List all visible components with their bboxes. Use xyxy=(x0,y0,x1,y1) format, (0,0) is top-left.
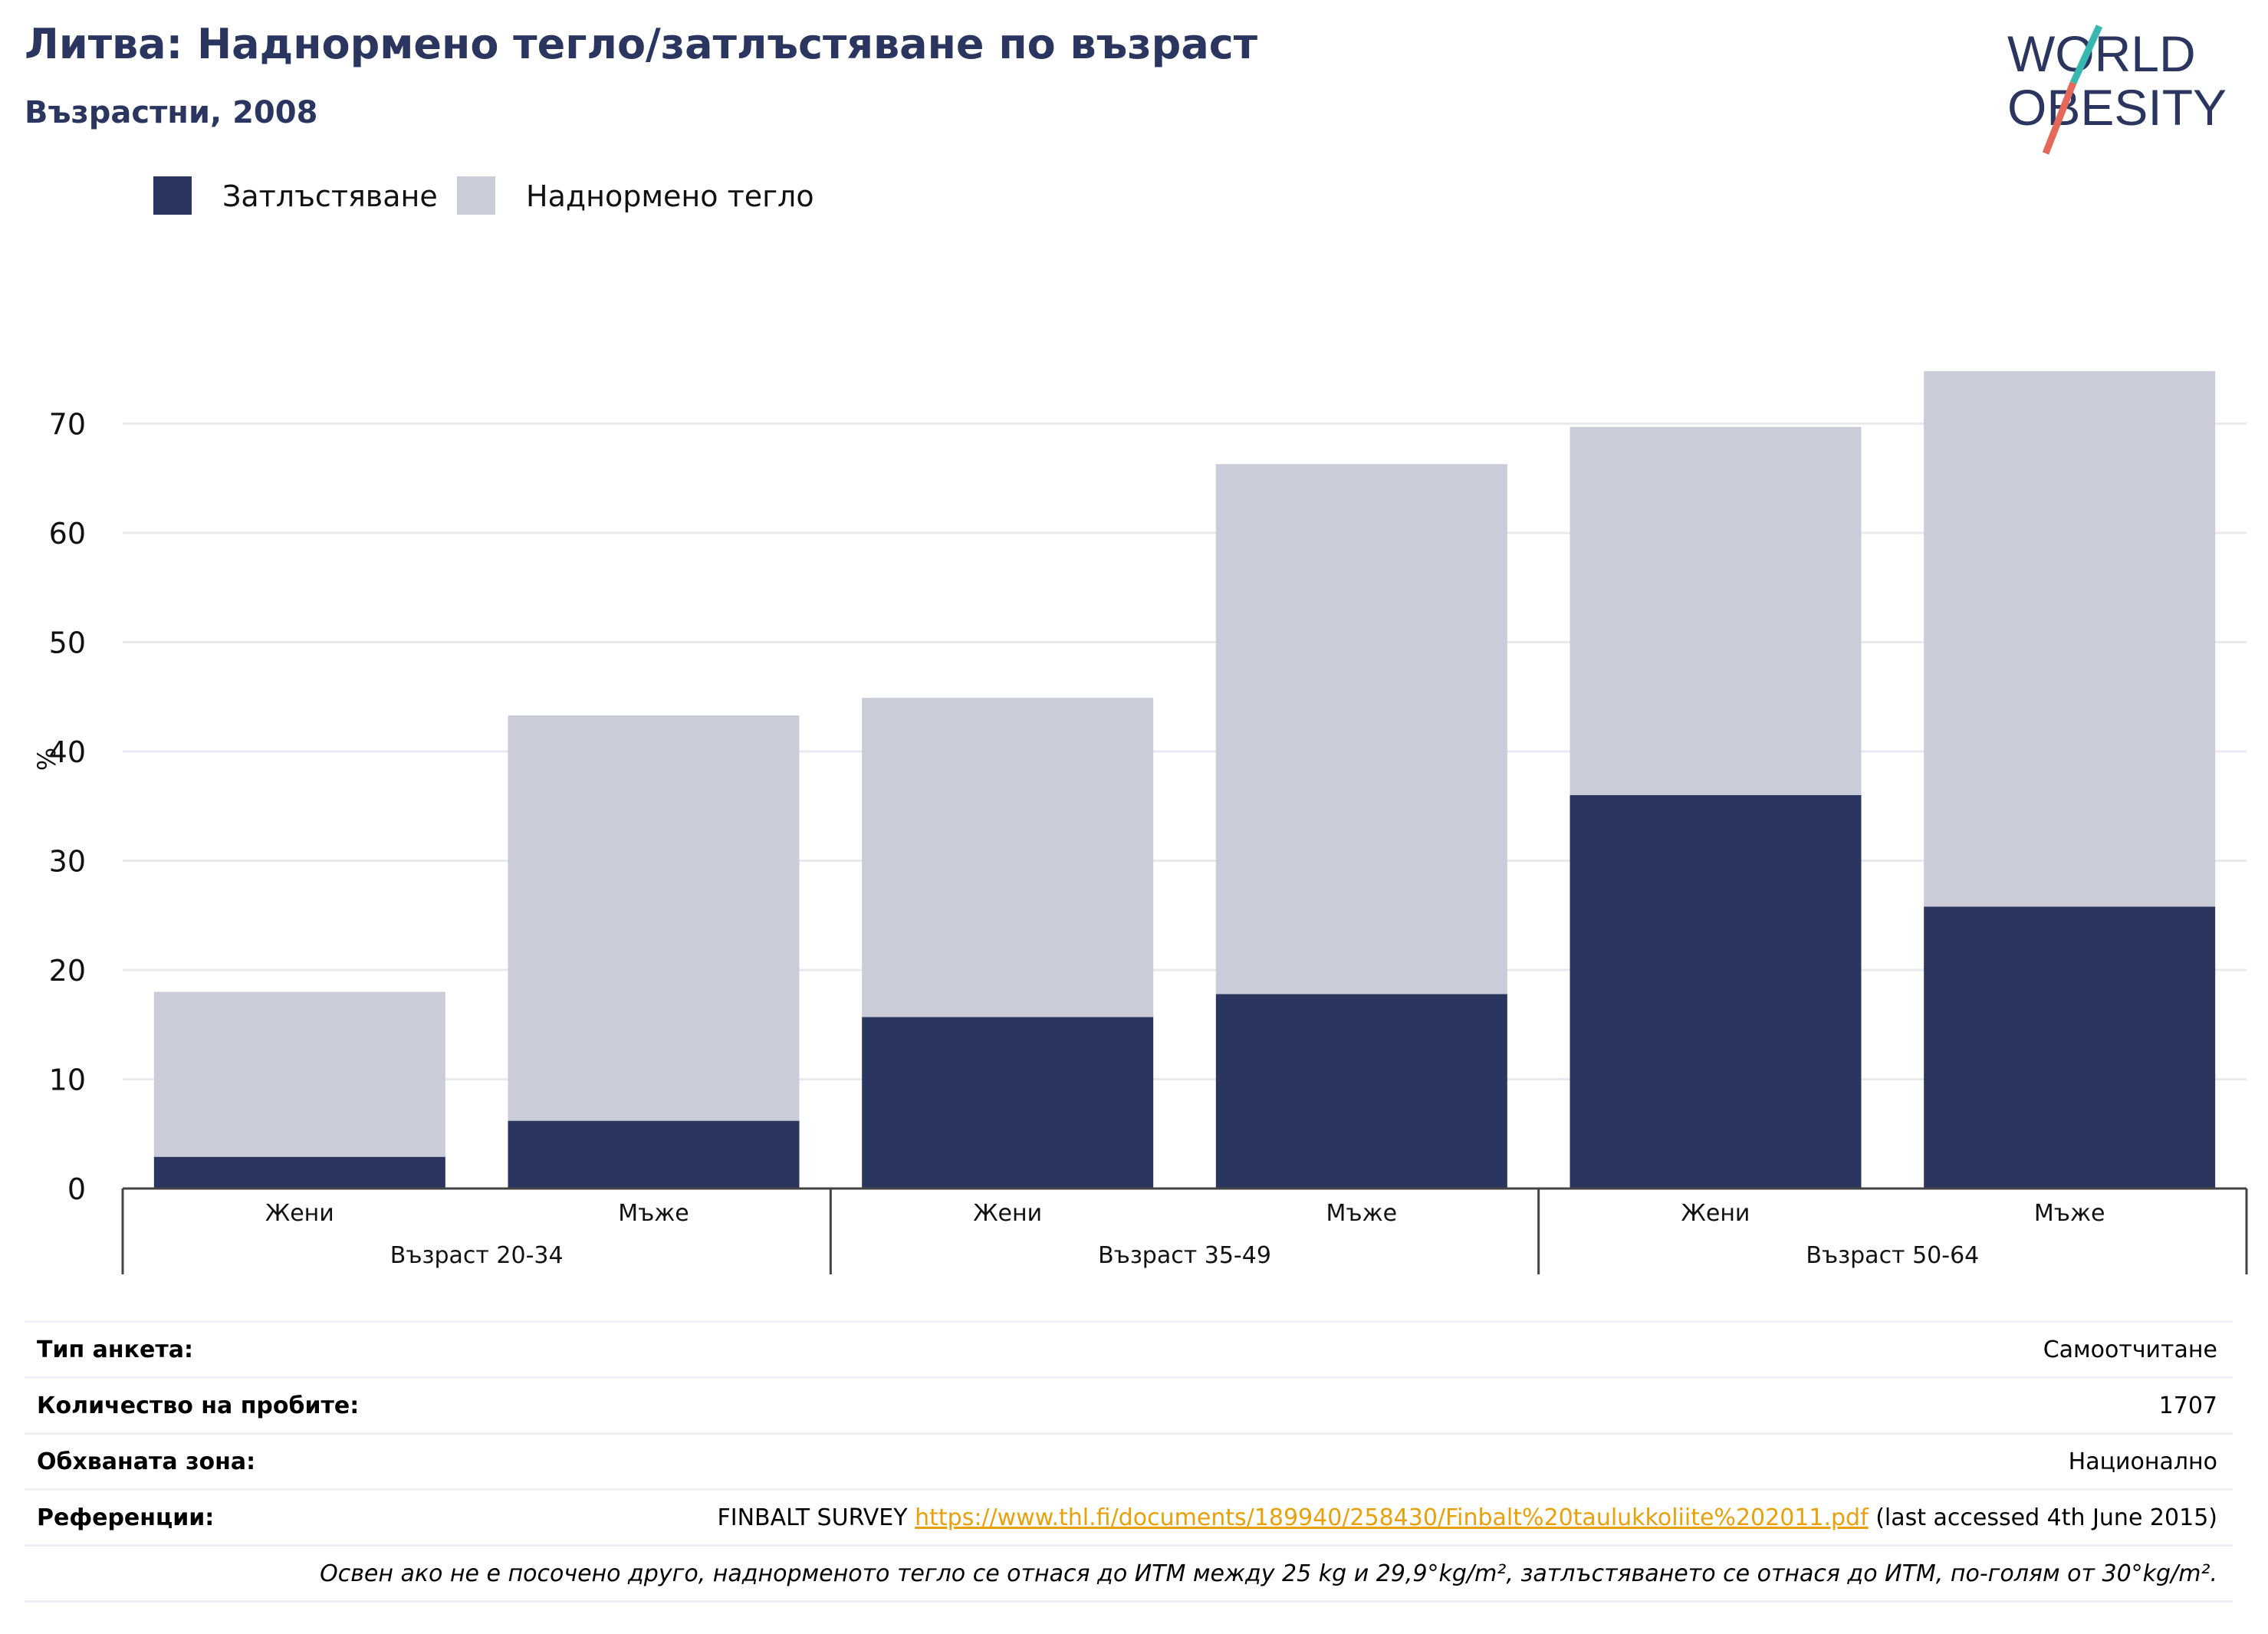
y-tick-label: 70 xyxy=(49,408,86,442)
bar-overweight xyxy=(862,698,1154,1018)
reference-link[interactable]: https://www.thl.fi/documents/189940/2584… xyxy=(915,1504,1869,1531)
reference-accessed: (last accessed 4th June 2015) xyxy=(1868,1504,2217,1531)
references-label: Референции: xyxy=(37,1504,215,1531)
bar-overweight xyxy=(508,715,800,1121)
group-label: Възраст 50-64 xyxy=(1806,1242,1979,1269)
world-obesity-logo: WORLD OBESITY xyxy=(2007,25,2227,155)
bar-obesity xyxy=(508,1120,800,1189)
y-tick-label: 10 xyxy=(49,1064,86,1097)
sample-size-value: 1707 xyxy=(2158,1392,2217,1419)
area-label: Обхваната зона: xyxy=(37,1448,256,1475)
x-tick-label: Жени xyxy=(1681,1200,1750,1227)
x-tick-label: Жени xyxy=(265,1200,334,1227)
bar-chart: 0 10 20 30 40 50 60 70% Жени Мъже Жени Мъже Жени Мъже… xyxy=(32,371,2248,1274)
bar-obesity xyxy=(1924,906,2216,1189)
x-tick-label: Жени xyxy=(973,1200,1042,1227)
x-tick-label: Мъже xyxy=(2034,1200,2105,1227)
survey-type-value: Самоотчитане xyxy=(2043,1336,2217,1363)
bar-obesity xyxy=(1570,795,1862,1189)
bar-overweight xyxy=(1215,464,1507,995)
group-label: Възраст 35-49 xyxy=(1098,1242,1271,1269)
group-label: Възраст 20-34 xyxy=(390,1242,564,1269)
legend-swatch-obesity xyxy=(153,176,192,215)
logo-slash-teal xyxy=(2069,25,2103,84)
footer-row-area: Обхваната зона: Национално xyxy=(25,1432,2233,1488)
legend-label-overweight: Наднормено тегло xyxy=(526,179,814,213)
footer-row-sample-size: Количество на пробите: 1707 xyxy=(25,1376,2233,1432)
logo-slash-coral xyxy=(2042,81,2077,155)
y-tick-label: 40 xyxy=(49,735,86,769)
legend-label-obesity: Затлъстяване xyxy=(222,179,438,213)
survey-info-table: Тип анкета: Самоотчитане Количество на п… xyxy=(25,1320,2233,1603)
y-tick-label: 20 xyxy=(49,954,86,988)
sample-size-label: Количество на пробите: xyxy=(37,1392,360,1419)
footer-row-note: Освен ако не е посочено друго, наднормен… xyxy=(25,1544,2233,1603)
y-tick-label: 50 xyxy=(49,626,86,660)
bar-overweight xyxy=(1570,426,1862,795)
legend-swatch-overweight xyxy=(457,176,495,215)
y-tick-label: 60 xyxy=(49,517,86,551)
bar-obesity xyxy=(153,1156,445,1189)
bar-obesity xyxy=(1215,994,1507,1189)
y-tick-label: 0 xyxy=(67,1172,86,1206)
bar-overweight xyxy=(1924,371,2216,907)
chart-title: Литва: Наднормено тегло/затлъстяване по … xyxy=(25,20,1258,68)
x-tick-label: Мъже xyxy=(1326,1200,1398,1227)
chart-subtitle: Възрастни, 2008 xyxy=(25,95,318,130)
bar-overweight xyxy=(153,991,445,1157)
survey-type-label: Тип анкета: xyxy=(37,1336,193,1363)
y-tick-label: 30 xyxy=(49,845,86,879)
footer-row-references: Референции: FINBALT SURVEY https://www.t… xyxy=(25,1488,2233,1544)
bar-obesity xyxy=(862,1017,1154,1189)
logo-line1: WORLD xyxy=(2007,25,2196,82)
y-axis-label: % xyxy=(32,748,61,771)
reference-source: FINBALT SURVEY xyxy=(717,1504,915,1531)
footer-row-survey-type: Тип анкета: Самоотчитане xyxy=(25,1320,2233,1376)
logo-line2: OBESITY xyxy=(2007,79,2227,136)
bmi-note: Освен ако не е посочено друго, наднормен… xyxy=(320,1560,2217,1587)
references-value: FINBALT SURVEY https://www.thl.fi/docume… xyxy=(717,1504,2217,1531)
x-tick-label: Мъже xyxy=(618,1200,689,1227)
area-value: Национално xyxy=(2068,1448,2217,1475)
